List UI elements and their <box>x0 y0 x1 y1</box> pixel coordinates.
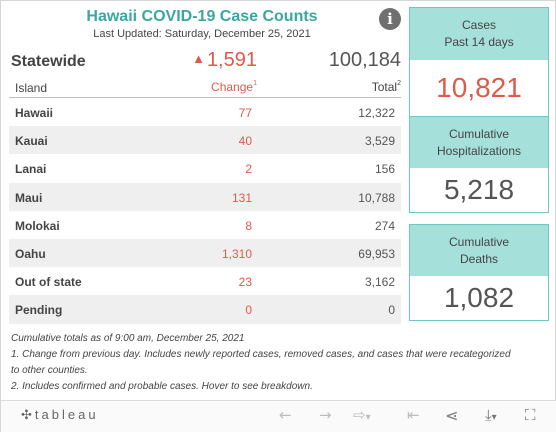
island-change: 131 <box>231 190 252 205</box>
revert-arrow-icon: ⇨ <box>353 406 366 424</box>
island-name: Hawaii <box>15 106 54 120</box>
island-name: Pending <box>15 303 63 318</box>
up-triangle-icon: ▲ <box>192 51 205 66</box>
column-header-change-label: Change <box>211 80 254 94</box>
island-total[interactable]: 12,322 <box>358 106 395 120</box>
footnote-marker-1: 1 <box>253 80 257 87</box>
island-total[interactable]: 3,529 <box>364 134 395 149</box>
card-label-line2: Hospitalizations <box>436 143 522 158</box>
fullscreen-icon[interactable]: ⛶ <box>525 406 536 424</box>
statewide-change-value: 1,591 <box>206 49 257 71</box>
column-header-total-label: Total <box>371 80 398 94</box>
tableau-logo[interactable]: ✣ tableau <box>21 407 99 423</box>
table-row[interactable]: Kauai 40 3,529 <box>9 126 401 155</box>
table-row[interactable]: Molokai 8 274 <box>9 211 401 239</box>
island-name: Lanai <box>15 162 47 177</box>
tableau-logo-text: tableau <box>34 407 99 422</box>
island-total[interactable]: 0 <box>388 303 395 318</box>
table-row[interactable]: Out of state 23 3,162 <box>9 267 401 295</box>
island-change: 23 <box>238 275 252 290</box>
island-name: Kauai <box>15 134 48 149</box>
table-row[interactable]: Maui 131 10,788 <box>9 182 401 211</box>
island-total[interactable]: 156 <box>374 162 395 177</box>
card-value: 10,821 <box>436 72 522 103</box>
island-change: 2 <box>245 162 252 177</box>
footnote-marker-2: 2 <box>397 80 401 87</box>
tableau-logo-icon: ✣ <box>21 407 32 422</box>
revert-icon[interactable]: ⇨▾ <box>353 406 371 424</box>
island-change: 40 <box>238 134 252 149</box>
revert-caret-icon: ▾ <box>365 412 371 423</box>
statewide-label: Statewide <box>11 53 86 70</box>
tableau-toolbar: ✣ tableau ← → ⇨▾ ⇤ ⋖ ⤓▾ ⛶ <box>1 400 556 432</box>
footnotes: Cumulative totals as of 9:00 am, Decembe… <box>11 331 511 395</box>
undo-icon[interactable]: ← <box>279 406 292 424</box>
island-change: 1,310 <box>221 246 252 261</box>
card-label-line2: Past 14 days <box>444 35 514 49</box>
island-change: 0 <box>245 303 252 318</box>
footnote-2: 2. Includes confirmed and probable cases… <box>11 381 313 392</box>
card-label-line1: Cumulative <box>448 234 510 249</box>
statewide-change: ▲ 1,591 <box>171 49 257 72</box>
card-header: Cases Past 14 days <box>410 8 548 60</box>
column-header-island: Island <box>15 81 48 95</box>
card-label-line2: Deaths <box>459 251 499 266</box>
share-icon[interactable]: ⋖ <box>445 406 459 425</box>
island-change: 77 <box>238 106 252 120</box>
island-name: Oahu <box>15 246 46 261</box>
card-header: Cumulative Deaths <box>410 225 548 276</box>
column-header-total: Total2 <box>301 80 401 94</box>
last-updated-text: Last Updated: Saturday, December 25, 202… <box>93 28 311 40</box>
table-row[interactable]: Lanai 2 156 <box>9 154 401 182</box>
island-total[interactable]: 69,953 <box>358 246 395 261</box>
redo-icon[interactable]: → <box>319 406 332 424</box>
download-icon[interactable]: ⤓▾ <box>485 406 497 424</box>
island-name: Out of state <box>15 275 82 290</box>
info-icon[interactable]: i <box>379 8 401 30</box>
island-change: 8 <box>245 218 252 233</box>
card-label-line1: Cases <box>461 18 496 32</box>
table-row[interactable]: Hawaii 77 12,322 <box>9 98 401 126</box>
statewide-total: 100,184 <box>328 49 401 71</box>
reset-icon[interactable]: ⇤ <box>407 406 420 424</box>
footnote-1: 1. Change from previous day. Includes ne… <box>11 349 511 376</box>
island-name: Maui <box>15 190 43 205</box>
card-value: 1,082 <box>443 282 515 313</box>
island-total[interactable]: 274 <box>374 218 395 233</box>
island-name: Molokai <box>15 218 60 233</box>
table-row[interactable]: Oahu 1,310 69,953 <box>9 238 401 268</box>
card-header: Cumulative Hospitalizations <box>410 117 548 168</box>
card-label-line1: Cumulative <box>448 126 509 141</box>
header-divider <box>9 97 401 98</box>
cases-14-days-card: Cases Past 14 days 10,821 <box>409 7 549 117</box>
card-value: 5,218 <box>443 174 515 205</box>
page-title: Hawaii COVID-19 Case Counts <box>86 8 318 25</box>
island-total[interactable]: 3,162 <box>364 275 395 290</box>
download-arrow-icon: ⤓ <box>485 406 492 424</box>
island-total[interactable]: 10,788 <box>358 190 395 205</box>
column-header-change: Change1 <box>181 80 257 94</box>
footnote-asof: Cumulative totals as of 9:00 am, Decembe… <box>11 333 245 344</box>
island-table: Hawaii 77 12,322 Kauai 40 3,529 Lanai 2 … <box>9 98 401 324</box>
hospitalizations-card: Cumulative Hospitalizations 5,218 <box>409 116 549 213</box>
deaths-card: Cumulative Deaths 1,082 <box>409 224 549 321</box>
table-row[interactable]: Pending 0 0 <box>9 295 401 324</box>
download-caret-icon: ▾ <box>491 412 497 423</box>
